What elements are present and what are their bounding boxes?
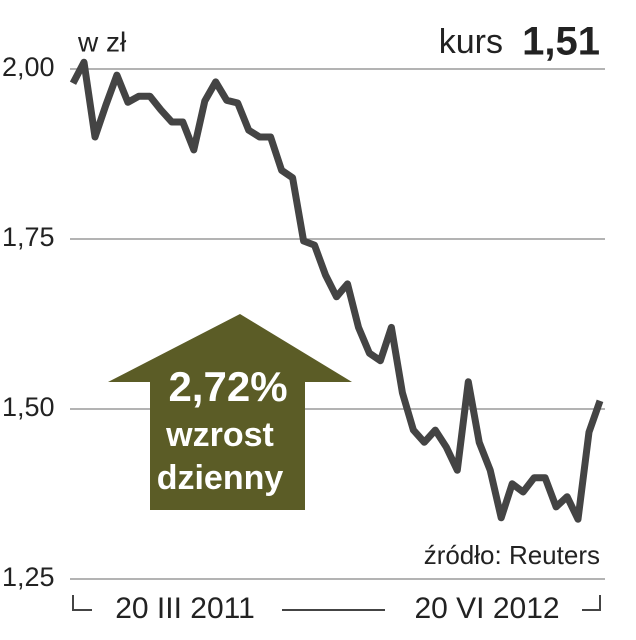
annotation-line: dzienny: [157, 459, 284, 497]
data-line: [69, 58, 604, 523]
y-tick-label: 1,25: [2, 562, 55, 592]
arrow: [108, 314, 352, 510]
unit-label: w zł: [77, 26, 127, 57]
x-tick-label: 20 VI 2012: [414, 592, 559, 625]
y-tick-label: 1,75: [2, 222, 55, 252]
headline-label: kurs: [439, 23, 503, 61]
y-tick-label: 2,00: [2, 52, 55, 82]
axis-bracket: [72, 595, 601, 611]
source: źródło: Reuters: [424, 540, 600, 570]
y-tick-label: 1,50: [2, 392, 55, 422]
annotation-line: wzrost: [165, 416, 274, 454]
annotation-value: 2,72%: [168, 363, 287, 410]
headline-value: 1,51: [522, 20, 600, 64]
x-tick-label: 20 III 2011: [115, 592, 255, 625]
